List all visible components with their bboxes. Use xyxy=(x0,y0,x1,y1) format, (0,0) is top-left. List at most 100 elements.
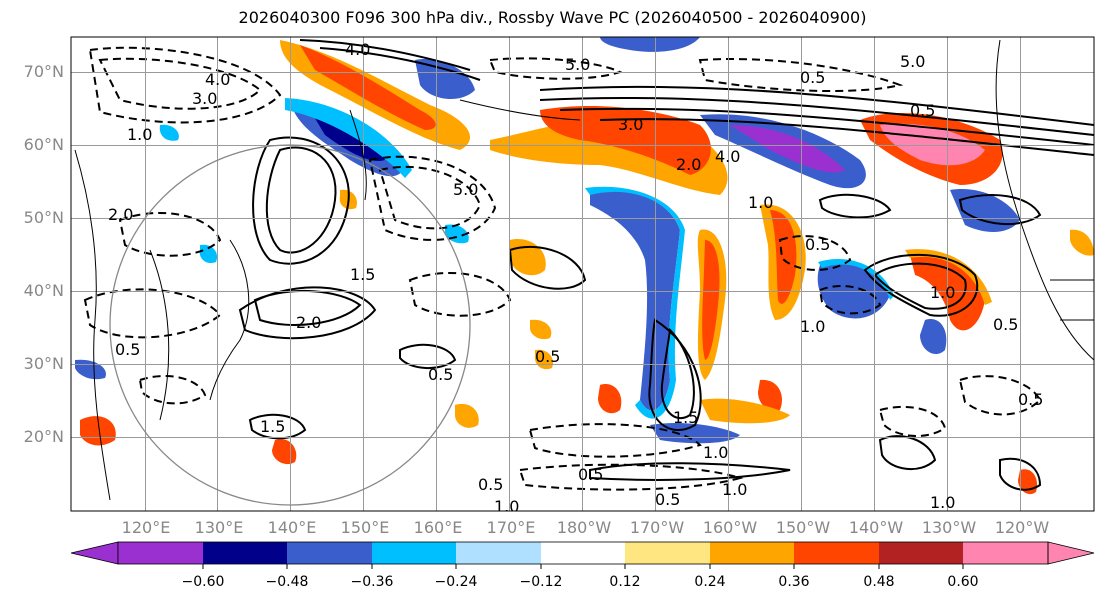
colorbar-bin xyxy=(879,542,963,564)
contour-label: 1.0 xyxy=(722,480,747,499)
contour-label: 1.0 xyxy=(703,443,728,462)
contour-label: 1.5 xyxy=(260,417,285,436)
colorbar-tick-label: −0.12 xyxy=(519,574,563,590)
lon-label-130e: 130°E xyxy=(194,518,244,537)
contour-label: 4.0 xyxy=(205,70,230,89)
colorbar-bin xyxy=(287,542,372,564)
lon-label-130w: 130°W xyxy=(921,518,977,537)
contour-label: 1.0 xyxy=(127,125,152,144)
colorbar-tick-label: 0.60 xyxy=(947,574,979,590)
contour-label: 0.5 xyxy=(655,490,680,509)
fill-negative-low xyxy=(817,261,890,319)
coastlines xyxy=(74,39,1094,501)
lon-label-140w: 140°W xyxy=(848,518,904,537)
contour-label: 5.0 xyxy=(565,55,590,74)
contour-label: 0.5 xyxy=(1018,390,1043,409)
colorbar-tick-label: −0.60 xyxy=(181,574,225,590)
colorbar-bin xyxy=(372,542,456,564)
fill-negative-top xyxy=(600,37,700,52)
lon-label-150w: 150°W xyxy=(775,518,831,537)
fill-negative-sub-6 xyxy=(199,244,218,264)
contour-label: 3.0 xyxy=(192,89,217,108)
fill-positive-sub-3 xyxy=(758,379,782,412)
colorbar-tick-label: −0.24 xyxy=(434,574,478,590)
fill-negative-small-1 xyxy=(415,59,475,100)
lon-label-120w: 120°W xyxy=(994,518,1050,537)
fill-negative-sub-4 xyxy=(159,124,179,141)
lat-label-70n: 70°N xyxy=(23,62,64,81)
contour-labels: 4.0 5.0 4.0 5.0 0.5 3.0 1.0 2.0 4.0 3.0 … xyxy=(108,40,1043,516)
contour-label: 5.0 xyxy=(453,180,478,199)
fill-negative-kamchatka-edge xyxy=(285,98,412,178)
contour-label: 0.5 xyxy=(535,347,560,366)
colorbar-tick-label: 0.36 xyxy=(778,574,810,590)
contour-label: 0.5 xyxy=(993,315,1018,334)
fill-negative-bc xyxy=(950,189,1020,232)
fill-positive-sub-9 xyxy=(1070,229,1094,256)
fill-positive-sub-4 xyxy=(700,398,790,424)
lon-label-150e: 150°E xyxy=(340,518,390,537)
contour-label: 2.0 xyxy=(296,313,321,332)
colorbar-bin xyxy=(118,542,203,564)
contour-label: 4.0 xyxy=(345,40,370,59)
lat-label-20n: 20°N xyxy=(23,427,64,446)
colorbar-tick-label: −0.48 xyxy=(265,574,309,590)
contour-label: 0.5 xyxy=(115,340,140,359)
colorbar-tick-label: 0.12 xyxy=(609,574,641,590)
lon-label-120e: 120°E xyxy=(121,518,171,537)
contour-label: 5.0 xyxy=(900,52,925,71)
colorbar-bin xyxy=(541,542,625,564)
contour-label: 2.0 xyxy=(108,205,133,224)
contour-label: 0.5 xyxy=(805,235,830,254)
colorbar-bin xyxy=(625,542,710,564)
contour-label: 4.0 xyxy=(715,147,740,166)
colorbar-tick-label: 0.48 xyxy=(863,574,895,590)
fill-positive-sub-5 xyxy=(80,416,116,446)
contour-label: 1.0 xyxy=(930,283,955,302)
fill-negative-sub-1 xyxy=(920,319,947,355)
colorbar-extend-high xyxy=(1047,541,1095,565)
colorbar-tick-label: 0.24 xyxy=(694,574,726,590)
contour-label: 1.0 xyxy=(494,497,519,516)
graticule xyxy=(71,37,1094,511)
contour-label: 0.5 xyxy=(910,101,935,120)
fill-negative-gulf-core xyxy=(730,125,845,173)
fill-positive-sub-7 xyxy=(455,403,479,428)
contour-label: 1.5 xyxy=(350,265,375,284)
colorbar-tick-label: −0.36 xyxy=(350,574,394,590)
fill-positive-sub-2 xyxy=(598,384,622,414)
colorbar-bin xyxy=(203,542,287,564)
contour-label: 0.5 xyxy=(800,68,825,87)
colorbar-bin xyxy=(963,542,1048,564)
colorbar-bin xyxy=(794,542,879,564)
contour-label: 0.5 xyxy=(428,365,453,384)
fill-positive-ridge-1-core xyxy=(702,240,720,360)
contour-label: 0.5 xyxy=(478,475,503,494)
fill-positive-gulf-core xyxy=(880,123,985,166)
lon-label-160e: 160°E xyxy=(413,518,463,537)
fill-negative-sub-2 xyxy=(650,423,740,444)
fill-positive-ridge-2-core xyxy=(770,210,797,304)
lat-label-30n: 30°N xyxy=(23,354,64,373)
lon-label-140e: 140°E xyxy=(267,518,317,537)
fill-positive-sub-10 xyxy=(530,319,552,340)
colorbar-extend-low xyxy=(70,541,119,565)
contour-label: 1.0 xyxy=(748,193,773,212)
lat-label-40n: 40°N xyxy=(23,281,64,300)
contour-label: 3.0 xyxy=(618,115,643,134)
colorbar-bin xyxy=(710,542,794,564)
fill-negative-trough xyxy=(590,189,680,411)
plot-frame xyxy=(70,36,1095,512)
contour-label: 1.5 xyxy=(673,408,698,427)
colorbar xyxy=(70,541,1095,569)
lon-label-170w: 170°W xyxy=(629,518,685,537)
range-circle xyxy=(109,144,471,506)
lon-label-170e: 170°E xyxy=(486,518,536,537)
colorbar-frame xyxy=(117,541,1049,565)
lon-label-180w: 180°W xyxy=(556,518,612,537)
lat-label-60n: 60°N xyxy=(23,135,64,154)
lat-label-50n: 50°N xyxy=(23,208,64,227)
contour-label: 1.0 xyxy=(930,493,955,512)
map-title: 2026040300 F096 300 hPa div., Rossby Wav… xyxy=(238,8,867,27)
